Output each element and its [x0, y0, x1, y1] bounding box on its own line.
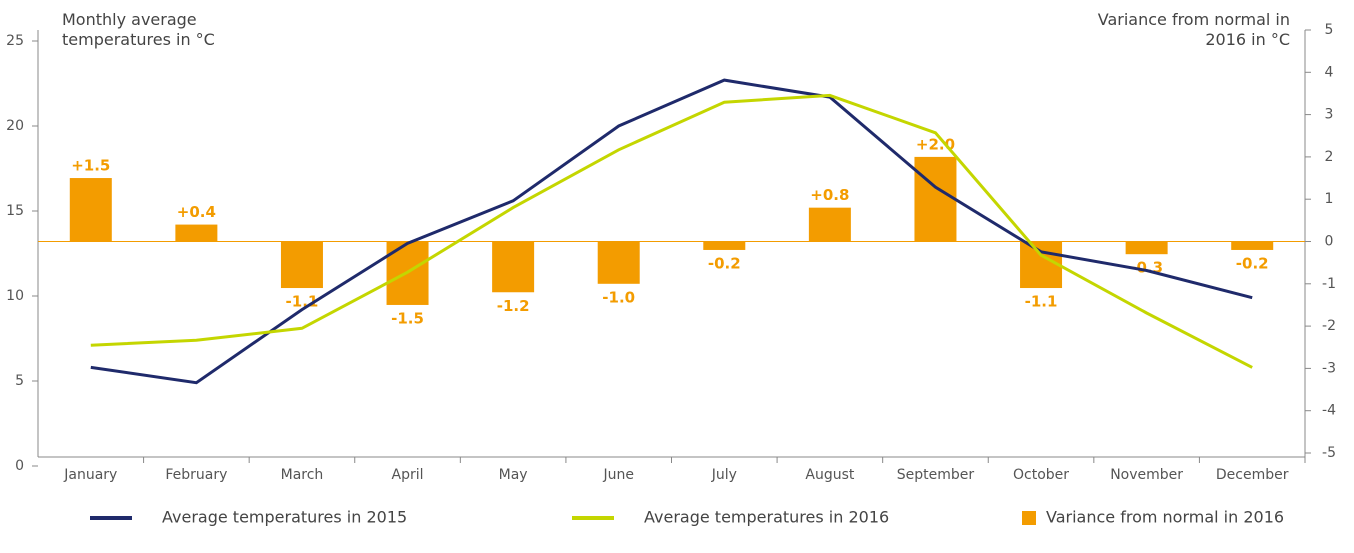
y-tick-label: 25	[6, 33, 24, 49]
value-label: -0.2	[1236, 254, 1269, 272]
legend-label: Average temperatures in 2016	[644, 508, 889, 527]
legend-swatch	[1022, 511, 1036, 525]
bar	[703, 241, 746, 250]
y2-tick-label: 0	[1325, 234, 1334, 250]
bar	[914, 156, 957, 242]
y2-tick-label: -1	[1322, 276, 1336, 292]
y2-tick-label: 2	[1325, 149, 1334, 165]
x-tick-label: February	[165, 467, 227, 483]
value-label: -1.5	[391, 309, 424, 327]
value-label: +1.5	[71, 157, 110, 175]
y2-tick-label: 3	[1325, 107, 1334, 123]
y-tick-label: 15	[6, 203, 24, 219]
line	[90, 93, 1253, 369]
bar	[597, 241, 640, 284]
x-tick-label: June	[602, 467, 634, 483]
y-tick-label: 5	[15, 373, 24, 389]
legend-label: Average temperatures in 2015	[162, 508, 407, 527]
x-tick-label: December	[1216, 467, 1289, 483]
x-tick-label: September	[897, 467, 975, 483]
y-tick-label: 20	[6, 118, 24, 134]
y-tick-label: 0	[15, 458, 24, 474]
value-label: -0.2	[708, 254, 741, 272]
y2-tick-label: 1	[1325, 191, 1334, 207]
y2-tick-label: -5	[1322, 445, 1336, 461]
bar	[1231, 241, 1274, 250]
value-label: -1.0	[602, 288, 635, 306]
x-tick-label: November	[1110, 467, 1183, 483]
bar	[175, 224, 218, 242]
y2-tick-label: -2	[1322, 318, 1336, 334]
y2-tick-label: 4	[1325, 64, 1334, 80]
value-label: -1.1	[1025, 293, 1058, 311]
line	[90, 78, 1253, 385]
legend-label: Variance from normal in 2016	[1046, 508, 1284, 527]
value-label: +0.4	[177, 203, 216, 221]
y2-tick-label: -4	[1322, 403, 1336, 419]
x-tick-label: August	[805, 467, 855, 483]
y2-tick-label: 5	[1325, 22, 1334, 38]
x-tick-label: October	[1013, 467, 1069, 483]
bar	[1020, 241, 1063, 289]
x-tick-label: April	[392, 467, 424, 483]
bar	[280, 241, 323, 289]
x-tick-label: January	[63, 467, 117, 483]
value-label: -1.2	[497, 297, 530, 315]
y-tick-label: 10	[6, 288, 24, 304]
bar	[492, 241, 535, 293]
x-tick-label: March	[281, 467, 324, 483]
value-label: +0.8	[810, 186, 849, 204]
bar	[1125, 241, 1168, 255]
y-axis-title: Monthly average temperatures in °C	[62, 10, 215, 49]
bar	[69, 178, 112, 242]
bar	[808, 207, 851, 242]
y2-axis-title: Variance from normal in 2016 in °C	[1097, 10, 1290, 49]
x-tick-label: July	[711, 467, 737, 483]
value-label: +2.0	[916, 135, 955, 153]
x-tick-label: May	[499, 467, 528, 483]
y2-tick-label: -3	[1322, 360, 1336, 376]
